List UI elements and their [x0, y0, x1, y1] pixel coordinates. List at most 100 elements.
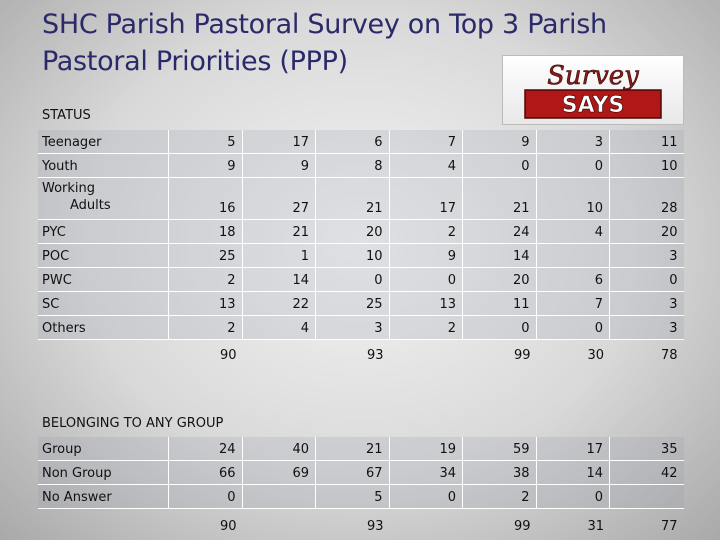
table-cell: 9 — [243, 154, 316, 177]
belonging-section-label: BELONGING TO ANY GROUP — [42, 416, 224, 431]
table-cell: 28 — [660, 201, 678, 216]
status-section-label: STATUS — [42, 108, 91, 123]
table-cell: 9 — [169, 154, 243, 177]
table-cell: 19 — [390, 437, 463, 460]
table-cell: 21 — [316, 437, 390, 460]
table-cell: 0 — [537, 485, 610, 508]
belonging-table: Group 24 40 21 19 59 17 35 Non Group 66 … — [38, 437, 684, 509]
table-cell — [537, 244, 610, 267]
survey-says-logo: Survey SAYS — [502, 55, 684, 125]
table-cell: 2 — [390, 220, 463, 243]
table-cell: 14 — [537, 461, 610, 484]
table-cell: 9 — [463, 130, 537, 153]
table-cell: 10 — [537, 178, 610, 219]
table-cell — [610, 485, 684, 508]
total-cell: 30 — [587, 348, 604, 363]
total-cell: 99 — [513, 519, 531, 534]
table-cell: 14 — [243, 268, 316, 291]
table-cell: 3 — [669, 321, 678, 336]
table-cell: 34 — [390, 461, 463, 484]
table-cell: 69 — [243, 461, 316, 484]
row-label: No Answer — [38, 485, 169, 508]
table-cell: 0 — [390, 268, 463, 291]
table-cell: 0 — [537, 154, 610, 177]
table-cell: 1 — [243, 244, 316, 267]
row-label: Working Adults — [38, 178, 169, 219]
total-cell: 31 — [587, 519, 604, 534]
table-cell: 13 — [169, 292, 243, 315]
table-cell: 17 — [243, 130, 316, 153]
table-row-poc: POC 25 1 10 9 14 3 — [38, 244, 684, 268]
table-cell: 20 — [316, 220, 390, 243]
table-cell: 0 — [169, 485, 243, 508]
table-cell: 2 — [169, 268, 243, 291]
table-cell: 25 — [316, 292, 390, 315]
table-row-youth: Youth 9 9 8 4 0 0 10 — [38, 154, 684, 178]
table-row-pyc: PYC 18 21 20 2 24 4 20 — [38, 220, 684, 244]
total-cell: 90 — [219, 348, 237, 363]
status-table: Teenager 5 17 6 7 9 3 11 Youth 9 9 8 4 0… — [38, 130, 684, 340]
table-cell: 2 — [390, 316, 463, 339]
table-row-non-group: Non Group 66 69 67 34 38 14 42 — [38, 461, 684, 485]
table-cell: 3 — [537, 130, 610, 153]
total-cell — [243, 513, 317, 537]
table-cell: 4 — [243, 316, 316, 339]
total-cell — [243, 342, 317, 366]
total-cell: 78 — [660, 348, 678, 363]
row-label: Youth — [38, 154, 169, 177]
total-cell: 90 — [219, 519, 237, 534]
table-cell: 42 — [660, 466, 678, 481]
table-row-working-adults: Working Adults 16 27 21 17 21 10 28 — [38, 178, 684, 220]
table-cell: 13 — [390, 292, 463, 315]
table-cell: 17 — [537, 437, 610, 460]
table-row-pwc: PWC 2 14 0 0 20 6 0 — [38, 268, 684, 292]
table-row-teenager: Teenager 5 17 6 7 9 3 11 — [38, 130, 684, 154]
total-cell: 77 — [660, 519, 678, 534]
row-label: Others — [38, 316, 169, 339]
row-label: Non Group — [38, 461, 169, 484]
table-cell: 2 — [169, 316, 243, 339]
table-row-others: Others 2 4 3 2 0 0 3 — [38, 316, 684, 340]
total-cell — [390, 342, 464, 366]
totals-label — [38, 513, 169, 537]
table-cell: 4 — [537, 220, 610, 243]
row-label: POC — [38, 244, 169, 267]
table-cell: 7 — [390, 130, 463, 153]
table-cell: 11 — [660, 135, 678, 150]
table-cell: 7 — [537, 292, 610, 315]
table-cell: 35 — [660, 442, 678, 457]
table-cell: 2 — [463, 485, 537, 508]
table-cell: 3 — [669, 297, 678, 312]
table-cell: 27 — [243, 178, 316, 219]
table-cell: 9 — [390, 244, 463, 267]
table-cell: 5 — [169, 130, 243, 153]
table-cell: 8 — [316, 154, 390, 177]
row-label: PYC — [38, 220, 169, 243]
table-cell: 22 — [243, 292, 316, 315]
table-cell: 66 — [169, 461, 243, 484]
table-cell: 3 — [669, 249, 678, 264]
table-cell: 11 — [463, 292, 537, 315]
total-cell — [390, 513, 464, 537]
table-row-group: Group 24 40 21 19 59 17 35 — [38, 437, 684, 461]
table-cell — [243, 485, 316, 508]
table-cell: 18 — [169, 220, 243, 243]
table-cell: 0 — [669, 273, 678, 288]
table-cell: 21 — [243, 220, 316, 243]
table-cell: 17 — [390, 178, 463, 219]
table-cell: 0 — [537, 316, 610, 339]
table-cell: 5 — [316, 485, 390, 508]
row-label: Group — [38, 437, 169, 460]
row-label: Teenager — [38, 130, 169, 153]
table-cell: 67 — [316, 461, 390, 484]
table-cell: 25 — [169, 244, 243, 267]
table-row-no-answer: No Answer 0 5 0 2 0 — [38, 485, 684, 509]
page-title: SHC Parish Pastoral Survey on Top 3 Pari… — [42, 9, 607, 77]
row-label-line2: Adults — [70, 198, 111, 213]
table-cell: 21 — [316, 178, 390, 219]
table-cell: 4 — [390, 154, 463, 177]
table-cell: 0 — [463, 316, 537, 339]
table-cell: 59 — [463, 437, 537, 460]
table-cell: 10 — [316, 244, 390, 267]
table-cell: 0 — [463, 154, 537, 177]
